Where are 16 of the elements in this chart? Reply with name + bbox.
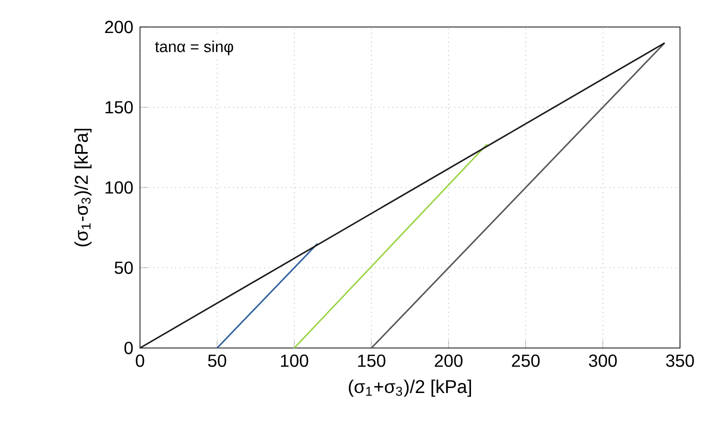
y-axis-title: (σ$_{1}$-σ$_{3}$)/2 [kPa] [74,128,92,246]
x-tick-label: 300 [588,354,617,367]
x-tick-label: 250 [512,354,540,367]
y-tick-label: 0 [124,342,133,354]
x-tick-label: 350 [666,354,694,367]
x-axis-title: (σ$_{1}$+σ$_{3}$)/2 [kPa] [348,380,471,397]
y-tick-label: 50 [114,262,133,274]
y-tick-label: 150 [106,101,133,114]
x-tick-label: 50 [208,354,226,367]
y-tick-label: 200 [105,20,133,34]
x-tick-label: 150 [358,354,386,367]
x-tick-label: 200 [434,354,462,367]
annotation: tanα = sinφ [155,40,234,56]
y-tick-label: 100 [106,181,133,194]
x-tick-label: 100 [280,354,308,367]
x-tick-label: 0 [136,354,144,367]
